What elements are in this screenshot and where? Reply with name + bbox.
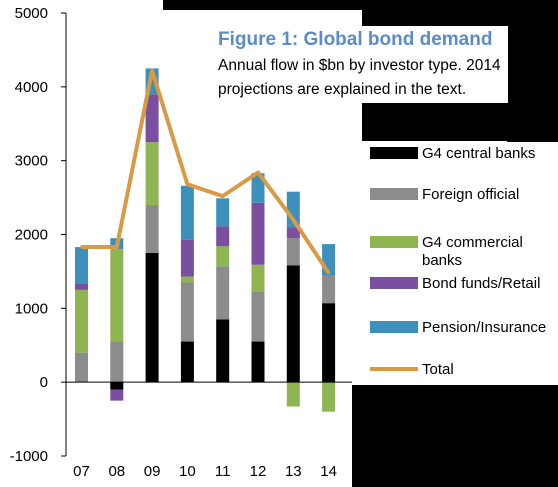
bar-segment-foreign-official	[322, 275, 336, 304]
bar-segment-foreign-official	[180, 282, 194, 342]
total-point	[291, 218, 295, 222]
bar-segment-bond-funds-retail	[251, 202, 265, 265]
legend: G4 central banks Foreign official G4 comme…	[370, 145, 546, 378]
x-tick-label: 08	[108, 463, 125, 480]
title-backdrop	[212, 26, 508, 103]
plot-area	[75, 68, 336, 412]
y-axis: 5000 4000 3000 2000 1000 0 -1000	[10, 5, 67, 465]
bar-segment-g4-central-banks	[322, 303, 336, 383]
y-tick-label: 5000	[15, 5, 48, 22]
bar-segment-g4-commercial-banks	[322, 408, 336, 412]
legend-swatch	[370, 188, 418, 200]
bar-segment-pension-insurance	[251, 173, 265, 203]
bar-segment-bond-funds-retail	[180, 239, 194, 277]
bar-segment-bond-funds-retail	[286, 227, 300, 239]
total-point	[327, 271, 331, 275]
y-tick-label: -1000	[10, 448, 48, 465]
total-point	[185, 182, 189, 186]
y-tick-label: 0	[40, 374, 48, 391]
bar-segment-bond-funds-retail	[216, 226, 230, 247]
total-point	[221, 194, 225, 198]
bar-segment-pension-insurance	[75, 247, 88, 284]
bar-segment-foreign-official	[145, 204, 159, 253]
y-tick-label: 1000	[15, 300, 48, 317]
x-tick-label: 14	[320, 463, 337, 480]
y-tick-label: 3000	[15, 153, 48, 170]
legend-label-line: G4 commercial	[422, 234, 523, 251]
bar-segment-foreign-official	[251, 291, 265, 342]
legend-label: Bond funds/Retail	[422, 275, 540, 292]
bar-segment-g4-central-banks	[110, 382, 124, 390]
total-line	[81, 68, 331, 274]
total-point	[256, 170, 260, 174]
chart-subtitle-line-2: projections are explained in the text.	[218, 81, 466, 98]
bar-segment-bond-funds-retail	[75, 283, 88, 290]
bar-segment-g4-central-banks	[145, 252, 159, 383]
legend-swatch	[370, 147, 418, 159]
chart-subtitle-line-1: Annual flow in $bn by investor type. 201…	[218, 57, 501, 74]
bar-segment-foreign-official	[286, 238, 300, 266]
legend-label: Foreign official	[422, 186, 519, 203]
bar-segment-g4-central-banks	[286, 265, 300, 383]
bar-segment-pension-insurance	[180, 185, 194, 240]
bar-segment-bond-funds-retail	[110, 389, 124, 401]
bar-segment-g4-commercial-banks	[180, 276, 194, 283]
bar-segment-g4-commercial-banks	[110, 249, 124, 342]
bar-segment-g4-commercial-banks	[286, 382, 300, 407]
black-block-top	[163, 0, 363, 10]
chart-title: Figure 1: Global bond demand	[218, 29, 492, 50]
y-tick-label: 2000	[15, 227, 48, 244]
bar-segment-g4-central-banks	[251, 341, 265, 383]
bar-segment-pension-insurance	[216, 198, 230, 227]
x-tick-label: 13	[285, 463, 302, 480]
bar-segment-g4-commercial-banks	[322, 382, 336, 409]
legend-label: Pension/Insurance	[422, 319, 546, 336]
bar-segment-g4-commercial-banks	[216, 246, 230, 267]
x-tick-label: 10	[179, 463, 196, 480]
legend-label: Total	[422, 361, 454, 378]
bar-segment-foreign-official	[216, 266, 230, 320]
x-axis: 07 08 09 10 11 12 13 14	[66, 381, 352, 480]
total-point	[150, 69, 154, 73]
legend-swatch	[370, 321, 418, 333]
bar-segment-g4-central-banks	[180, 341, 194, 383]
legend-swatch	[370, 236, 418, 248]
y-tick-label: 4000	[15, 79, 48, 96]
bar-segment-bond-funds-retail	[145, 94, 159, 143]
legend-label: G4 commercial banks	[422, 234, 523, 269]
total-point	[115, 245, 119, 249]
bar-segment-g4-commercial-banks	[251, 264, 265, 292]
total-point	[80, 245, 83, 249]
bar-segment-g4-commercial-banks	[75, 289, 88, 353]
bar-segment-g4-central-banks	[216, 319, 230, 383]
x-tick-label: 11	[215, 463, 231, 480]
legend-label: G4 central banks	[422, 145, 535, 162]
legend-label-line: banks	[422, 252, 462, 269]
bar-segment-foreign-official	[75, 352, 88, 383]
x-tick-label: 07	[73, 463, 90, 480]
bar-segment-foreign-official	[110, 341, 124, 383]
x-tick-label: 12	[250, 463, 267, 480]
legend-swatch	[370, 277, 418, 289]
black-block-bottom-right	[352, 385, 558, 487]
bar-segment-g4-commercial-banks	[145, 142, 159, 205]
x-tick-label: 09	[144, 463, 161, 480]
